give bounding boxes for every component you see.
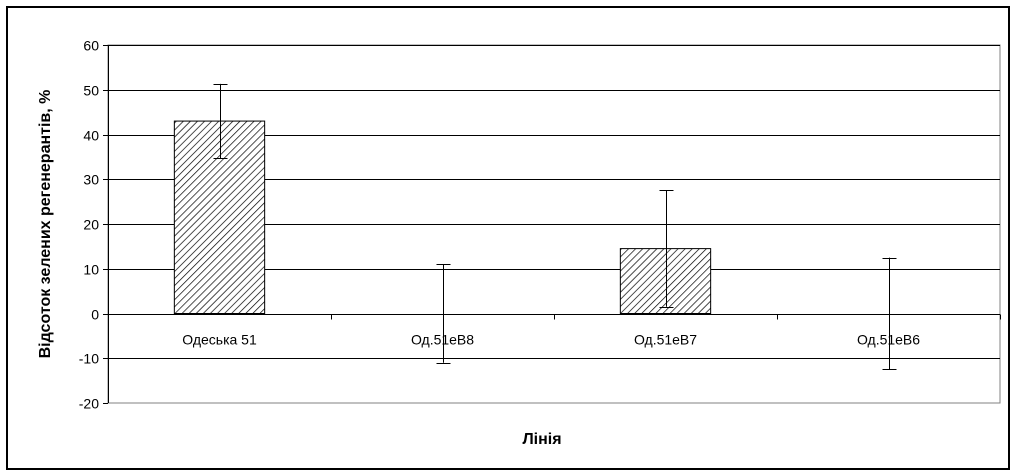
bar [173, 120, 266, 314]
x-axis-title: Лінія [522, 431, 561, 448]
x-tick-label: Од.51еВ8 [411, 332, 474, 348]
bars [173, 120, 712, 314]
y-tick-label: 30 [83, 172, 99, 188]
y-tick-label: 60 [83, 38, 99, 54]
y-axis-title: Відсоток зелених регенерантів, % [37, 90, 54, 359]
x-tick-label: Од.51еВ6 [857, 332, 920, 348]
error-bars [213, 83, 897, 370]
y-tick-label: 40 [83, 128, 99, 144]
y-tick-label: -20 [79, 396, 99, 412]
x-tick-label: Одеська 51 [182, 332, 257, 348]
y-tick-label: -10 [79, 351, 99, 367]
y-tick-label: 50 [83, 83, 99, 99]
axes [103, 45, 1001, 404]
bar [619, 248, 712, 314]
y-tick-label: 10 [83, 262, 99, 278]
y-tick-label: 0 [91, 307, 99, 323]
y-tick-label: 20 [83, 217, 99, 233]
labels: -20 -10 0 10 20 30 40 50 60 Одеська 51 Од.51еВ8 Од.… [79, 38, 921, 412]
x-tick-label: Од.51еВ7 [634, 332, 697, 348]
